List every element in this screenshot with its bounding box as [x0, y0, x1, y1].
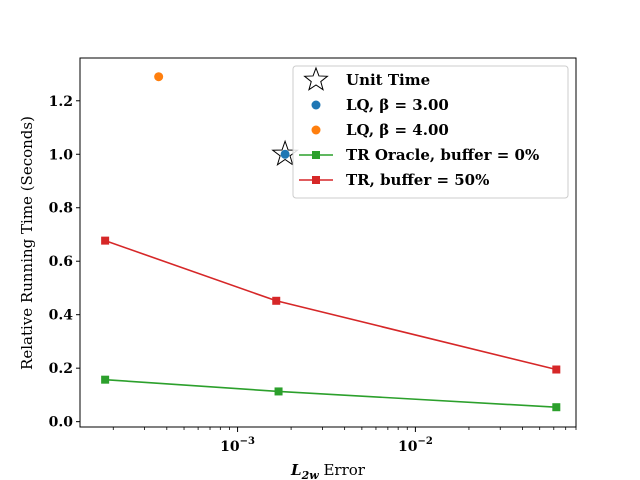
x-axis-label: L2w Error: [290, 461, 366, 480]
legend-entry: Unit Time: [303, 66, 430, 91]
x-axis-label-sub: 2w: [301, 469, 320, 480]
legend-square-icon: [312, 151, 320, 159]
data-point-marker: [552, 403, 561, 412]
x-axis-label-rest: Error: [319, 461, 366, 479]
legend-box: [292, 65, 569, 199]
legend-dot-icon: [311, 100, 321, 110]
plot-marks: [101, 72, 561, 412]
y-tick-label: 0.2: [49, 361, 73, 377]
series-line: [104, 239, 557, 371]
y-tick-label: 1.0: [49, 147, 74, 163]
y-tick-label: 0.8: [49, 201, 73, 217]
legend-entry: TR Oracle, buffer = 0%: [299, 146, 539, 164]
data-point-marker: [101, 236, 110, 245]
data-point-marker: [552, 365, 561, 374]
legend-dot-icon: [311, 125, 321, 135]
legend: Unit Time LQ, β = 3.00 LQ, β = 4.00 TR Orac…: [292, 65, 569, 199]
y-tick-label: 0.4: [49, 308, 74, 324]
series: [280, 149, 290, 159]
series: [101, 236, 561, 374]
data-point-marker: [272, 296, 281, 305]
y-tick-label: 0.0: [49, 415, 74, 431]
x-tick-label: 10−3: [220, 436, 255, 455]
series-line: [105, 378, 557, 409]
legend-label: LQ, β = 4.00: [346, 121, 449, 139]
x-axis-label-main: L: [290, 461, 302, 479]
y-axis-label: Relative Running Time (Seconds): [18, 116, 36, 370]
legend-label: Unit Time: [346, 71, 430, 89]
data-point-marker: [154, 72, 164, 82]
legend-square-icon: [312, 176, 320, 184]
data-point-marker: [280, 149, 290, 159]
y-tick-label: 1.2: [49, 94, 73, 110]
legend-entry: LQ, β = 3.00: [311, 96, 449, 114]
series: [101, 375, 561, 412]
legend-label: TR, buffer = 50%: [346, 171, 489, 189]
legend-star-icon: [303, 66, 329, 91]
plot-frame: [79, 57, 577, 428]
legend-entry: TR, buffer = 50%: [299, 171, 489, 189]
legend-entry: LQ, β = 4.00: [311, 121, 449, 139]
x-tick-label: 10−2: [398, 436, 433, 455]
data-point-marker: [101, 375, 110, 384]
y-tick-label: 0.6: [49, 254, 73, 270]
axes: 0.0 0.2 0.4 0.6 0.8 1.0 1.2 10−3 10−2: [49, 57, 577, 455]
legend-label: TR Oracle, buffer = 0%: [346, 146, 539, 164]
legend-label: LQ, β = 3.00: [346, 96, 449, 114]
series: [154, 72, 164, 82]
data-point-marker: [274, 387, 283, 396]
